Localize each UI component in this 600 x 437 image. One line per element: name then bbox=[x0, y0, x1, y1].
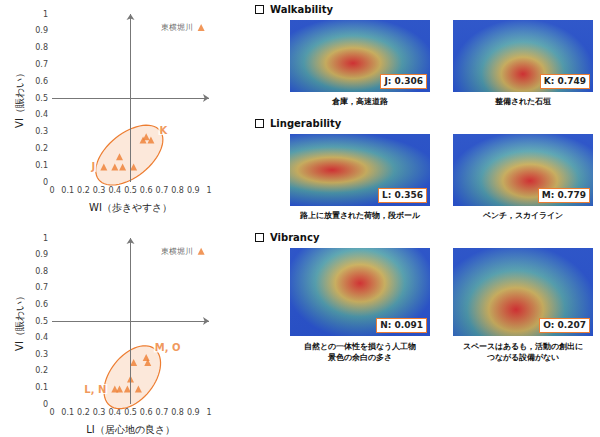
svg-text:0.2: 0.2 bbox=[35, 366, 48, 375]
svg-text:0.1: 0.1 bbox=[61, 186, 74, 195]
html-text:整備された石垣: 整備された石垣 bbox=[495, 97, 551, 106]
svg-text:0: 0 bbox=[43, 178, 48, 187]
svg-text:1: 1 bbox=[43, 10, 48, 19]
svg-text:0.3: 0.3 bbox=[93, 408, 106, 417]
html-text:M: 0.779: M: 0.779 bbox=[541, 190, 586, 200]
html-text:J: 0.306: J: 0.306 bbox=[384, 76, 423, 86]
svg-text:0.1: 0.1 bbox=[35, 161, 48, 170]
svg-text:0.2: 0.2 bbox=[77, 186, 90, 195]
svg-text:WI（歩きやすさ）: WI（歩きやすさ） bbox=[89, 202, 172, 213]
html-text:K: 0.749: K: 0.749 bbox=[543, 76, 586, 86]
svg-text:0.9: 0.9 bbox=[35, 250, 48, 259]
svg-text:1: 1 bbox=[206, 186, 211, 195]
svg-text:0: 0 bbox=[49, 408, 54, 417]
html-text:L: 0.356: L: 0.356 bbox=[382, 190, 423, 200]
svg-text:0.7: 0.7 bbox=[156, 186, 169, 195]
svg-text:0.4: 0.4 bbox=[108, 407, 122, 417]
svg-text:0.3: 0.3 bbox=[93, 186, 106, 195]
svg-text:0.5: 0.5 bbox=[124, 186, 137, 195]
svg-text:0.6: 0.6 bbox=[35, 300, 48, 309]
svg-text:0.5: 0.5 bbox=[35, 317, 48, 326]
svg-text:LI（居心地の良さ）: LI（居心地の良さ） bbox=[86, 424, 175, 435]
svg-text:0.8: 0.8 bbox=[171, 408, 184, 417]
svg-text:0.1: 0.1 bbox=[61, 408, 74, 417]
svg-text:東横堀川: 東横堀川 bbox=[161, 23, 193, 32]
svg-text:0.2: 0.2 bbox=[35, 144, 48, 153]
svg-text:0.7: 0.7 bbox=[35, 283, 48, 292]
svg-text:0.2: 0.2 bbox=[77, 408, 90, 417]
svg-text:0.3: 0.3 bbox=[35, 127, 48, 136]
svg-text:0.5: 0.5 bbox=[124, 408, 137, 417]
html-text:Lingerability: Lingerability bbox=[270, 118, 342, 129]
svg-text:0.8: 0.8 bbox=[35, 43, 48, 52]
html-text:Walkability: Walkability bbox=[270, 4, 333, 15]
svg-text:0.7: 0.7 bbox=[156, 408, 169, 417]
html-text:つながる設備がない: つながる設備がない bbox=[487, 353, 559, 362]
svg-text:M, O: M, O bbox=[155, 342, 181, 353]
svg-text:L, N: L, N bbox=[84, 384, 106, 395]
svg-text:0.6: 0.6 bbox=[140, 186, 153, 195]
svg-text:VI（賑わい）: VI（賑わい） bbox=[14, 68, 25, 128]
svg-text:0.1: 0.1 bbox=[35, 383, 48, 392]
html-text:路上に放置された荷物，段ボール: 路上に放置された荷物，段ボール bbox=[300, 211, 420, 220]
html-text:ベンチ，スカイライン: ベンチ，スカイライン bbox=[483, 211, 563, 220]
svg-text:0.4: 0.4 bbox=[108, 186, 121, 195]
svg-text:0.6: 0.6 bbox=[140, 408, 153, 417]
html-text:スペースはあるも，活動の創出に: スペースはあるも，活動の創出に bbox=[463, 342, 583, 351]
svg-text:0.8: 0.8 bbox=[35, 267, 48, 276]
svg-text:0: 0 bbox=[43, 400, 48, 409]
svg-text:J: J bbox=[91, 161, 96, 172]
svg-text:0.9: 0.9 bbox=[187, 186, 200, 195]
svg-text:0.8: 0.8 bbox=[171, 186, 184, 195]
svg-text:0.5: 0.5 bbox=[35, 94, 48, 103]
svg-text:K: K bbox=[159, 125, 168, 136]
svg-text:0.4: 0.4 bbox=[35, 333, 48, 342]
html-text:景色の余白の多さ: 景色の余白の多さ bbox=[328, 353, 392, 362]
svg-text:0.3: 0.3 bbox=[35, 350, 48, 359]
svg-text:0.4: 0.4 bbox=[35, 110, 48, 119]
svg-text:1: 1 bbox=[43, 234, 48, 243]
html-text:倉庫，高速道路: 倉庫，高速道路 bbox=[332, 97, 388, 106]
html-text:N: 0.091: N: 0.091 bbox=[380, 320, 423, 330]
svg-text:VI（賑わい）: VI（賑わい） bbox=[14, 291, 25, 351]
svg-text:0.7: 0.7 bbox=[35, 60, 48, 69]
svg-text:0.9: 0.9 bbox=[35, 26, 48, 35]
html-text:Vibrancy: Vibrancy bbox=[270, 232, 320, 243]
svg-text:1: 1 bbox=[206, 408, 211, 417]
html-text:O: 0.207: O: 0.207 bbox=[543, 320, 586, 330]
html-text:自然との一体性を損なう人工物: 自然との一体性を損なう人工物 bbox=[304, 342, 416, 351]
svg-text:東横堀川: 東横堀川 bbox=[161, 247, 193, 256]
svg-text:0.6: 0.6 bbox=[35, 77, 48, 86]
svg-text:0: 0 bbox=[49, 186, 54, 195]
svg-text:0.9: 0.9 bbox=[187, 408, 200, 417]
